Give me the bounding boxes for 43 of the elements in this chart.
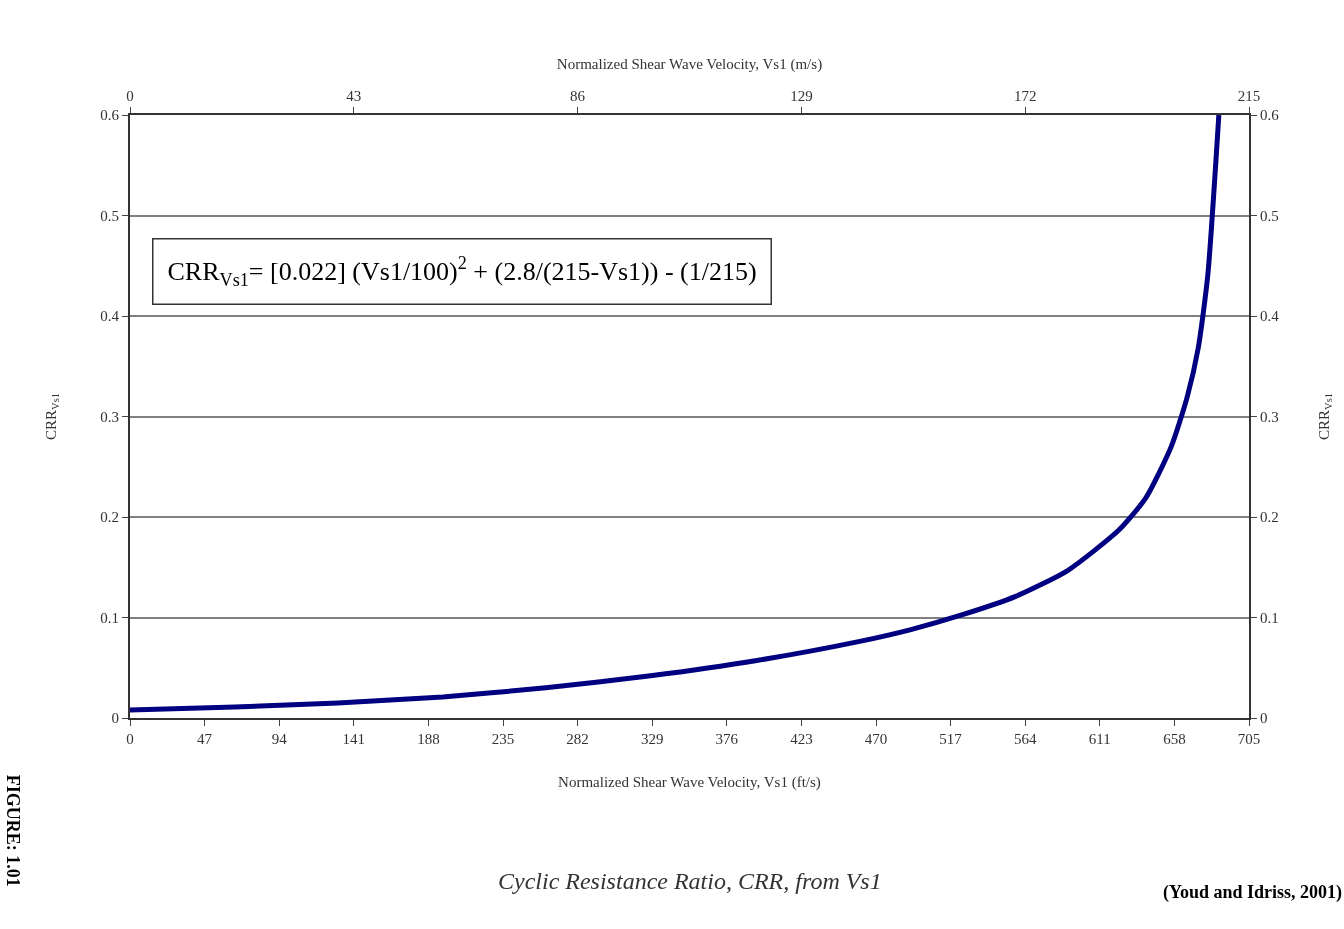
text: FIGURE: 1.01 — [2, 774, 23, 887]
x-tick-label: 705 — [1237, 731, 1261, 747]
x-tick-label: 329 — [640, 731, 664, 747]
y-axis-title: CRR$_{Vs1}$ — [167, 257, 249, 290]
x-tick-label: 188 — [417, 731, 440, 747]
x-tick-label: 470 — [864, 731, 888, 747]
y2-tick-label: 0.6 — [1260, 107, 1280, 124]
y-tick-label: 0.3 — [100, 408, 119, 425]
x2-tick-label: 86 — [570, 88, 586, 104]
x-tick-label: 564 — [1013, 731, 1037, 747]
x-tick-label: 423 — [790, 731, 813, 747]
y2-tick-label: 0.2 — [1260, 509, 1279, 526]
x-tick-label: 282 — [566, 731, 589, 747]
y2-tick-label: 0.3 — [1260, 408, 1279, 425]
x-tick-label: 658 — [1163, 731, 1186, 747]
x-tick-label: 517 — [939, 731, 963, 747]
x-tick-label: 0 — [126, 731, 134, 747]
y-tick-label: 0.5 — [100, 207, 119, 224]
x-tick-label: 94 — [271, 731, 288, 747]
x-tick-label: 47 — [197, 731, 213, 747]
x2-tick-label: 0 — [126, 88, 134, 104]
y-tick-label: 0.2 — [100, 509, 119, 526]
y2-tick-label: 0 — [1260, 710, 1268, 727]
y2-tick-label: 0.4 — [1260, 308, 1280, 325]
y2-tick-label: 0.5 — [1260, 207, 1279, 224]
x2-tick-label: 43 — [346, 88, 362, 104]
x-tick-label: 235 — [491, 731, 515, 747]
y-tick-label: 0 — [111, 710, 119, 727]
x2-tick-label: 172 — [1013, 88, 1037, 104]
text: Cyclic Resistance Ratio, CRR, from Vs1 — [498, 868, 882, 894]
text: (Youd and Idriss, 2001) — [1163, 882, 1343, 903]
y-tick-label: 0.1 — [100, 609, 119, 626]
x-tick-label: 141 — [342, 731, 366, 747]
x2-tick-label: 129 — [790, 88, 813, 104]
y-tick-label: 0.4 — [100, 308, 120, 325]
y-tick-label: 0.6 — [100, 107, 120, 124]
x-tick-label: 611 — [1088, 731, 1111, 747]
x-axis-title: Normalized Shear Wave Velocity, Vs1 (ft/s) — [558, 773, 821, 791]
y2-tick-label: 0.1 — [1260, 609, 1279, 626]
x2-tick-label: 215 — [1237, 88, 1261, 104]
x-tick-label: 376 — [715, 731, 739, 747]
x2-axis-title: Normalized Shear Wave Velocity, Vs1 (m/s) — [556, 55, 823, 73]
text: = [0.022] (Vs1/100)$^{2}$ + (2.8/(215-Vs1)) - (1/215) — [248, 253, 757, 287]
